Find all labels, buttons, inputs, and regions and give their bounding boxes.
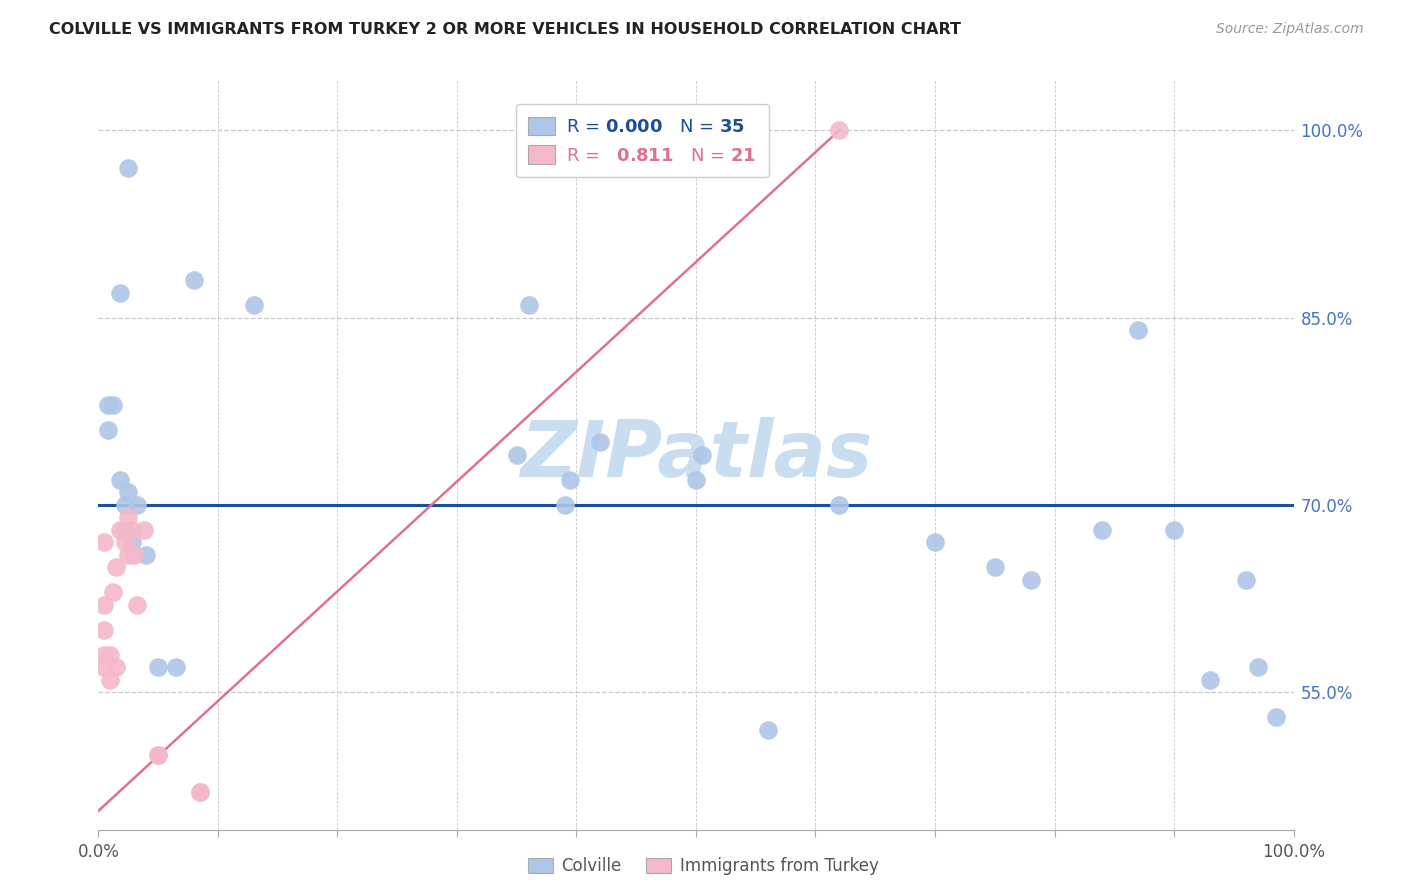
Point <box>756 723 779 737</box>
Point <box>685 473 707 487</box>
Point <box>984 560 1007 574</box>
Point <box>1264 710 1286 724</box>
Point <box>93 535 115 549</box>
Point <box>1091 523 1114 537</box>
Point <box>108 473 131 487</box>
Point <box>117 510 139 524</box>
Point <box>188 785 211 799</box>
Point <box>117 485 139 500</box>
Point <box>589 435 612 450</box>
Point <box>183 273 205 287</box>
Point <box>243 298 266 312</box>
Point <box>97 423 120 437</box>
Point <box>101 585 124 599</box>
Point <box>132 523 155 537</box>
Legend: R = $\bf{0.000}$   N = $\bf{35}$, R =   $\bf{0.811}$   N = $\bf{21}$: R = $\bf{0.000}$ N = $\bf{35}$, R = $\bf… <box>516 104 769 178</box>
Point <box>98 673 122 687</box>
Point <box>114 498 136 512</box>
Point <box>1234 573 1257 587</box>
Text: COLVILLE VS IMMIGRANTS FROM TURKEY 2 OR MORE VEHICLES IN HOUSEHOLD CORRELATION C: COLVILLE VS IMMIGRANTS FROM TURKEY 2 OR … <box>49 22 962 37</box>
Point <box>114 523 136 537</box>
Point <box>1019 573 1042 587</box>
Point <box>117 548 139 562</box>
Point <box>101 398 124 412</box>
Point <box>135 548 157 562</box>
Point <box>828 123 851 137</box>
Point <box>93 598 115 612</box>
Point <box>114 535 136 549</box>
Legend: Colville, Immigrants from Turkey: Colville, Immigrants from Turkey <box>519 849 887 884</box>
Point <box>121 523 143 537</box>
Point <box>93 648 115 662</box>
Point <box>108 285 131 300</box>
Point <box>560 473 582 487</box>
Point <box>165 660 187 674</box>
Point <box>148 747 170 762</box>
Point <box>125 598 148 612</box>
Point <box>1128 323 1150 337</box>
Point <box>124 548 146 562</box>
Point <box>105 560 128 574</box>
Point <box>125 498 148 512</box>
Point <box>690 448 713 462</box>
Point <box>98 648 122 662</box>
Point <box>1247 660 1270 674</box>
Point <box>121 535 143 549</box>
Point <box>517 298 540 312</box>
Point <box>148 747 170 762</box>
Point <box>1163 523 1185 537</box>
Point <box>188 785 211 799</box>
Point <box>506 448 529 462</box>
Point <box>93 660 115 674</box>
Text: ZIPatlas: ZIPatlas <box>520 417 872 493</box>
Point <box>1199 673 1222 687</box>
Point <box>97 398 120 412</box>
Point <box>108 523 131 537</box>
Point <box>554 498 576 512</box>
Point <box>105 660 128 674</box>
Point <box>93 623 115 637</box>
Point <box>117 161 139 175</box>
Text: Source: ZipAtlas.com: Source: ZipAtlas.com <box>1216 22 1364 37</box>
Point <box>148 660 170 674</box>
Point <box>924 535 946 549</box>
Point <box>828 498 851 512</box>
